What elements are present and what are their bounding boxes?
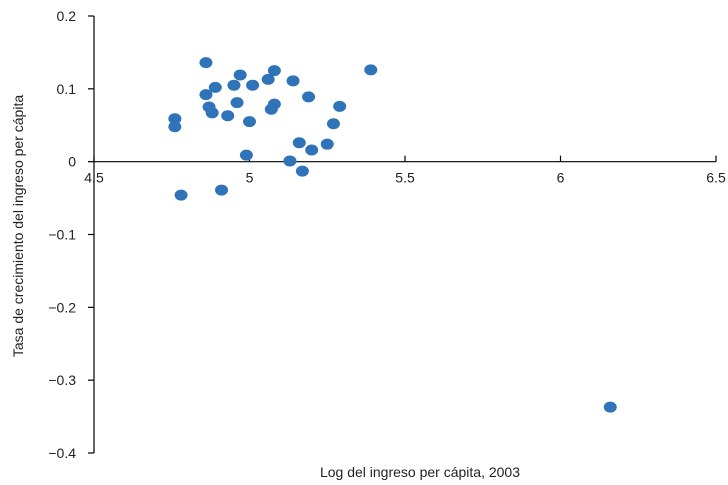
y-tick-label: 0.2 [57,8,77,24]
data-point [283,155,297,167]
data-point [603,401,617,413]
data-point [227,79,241,91]
data-point [267,98,281,110]
data-point [208,81,222,93]
y-tick-label: −0.3 [48,372,76,388]
x-tick-label: 5 [246,170,254,186]
data-point [221,110,235,122]
data-point [174,189,188,201]
data-point [230,97,244,109]
x-axis-label: Log del ingreso per cápita, 2003 [320,464,520,480]
y-tick-label: −0.4 [48,445,76,461]
data-point [292,137,306,149]
data-point [243,116,256,128]
x-axis-ticks: 4.5 5 5.5 6 6.5 [84,155,726,186]
data-point [305,144,319,156]
x-tick-label: 6.5 [706,170,726,186]
data-point [261,73,275,85]
data-point [168,113,182,125]
data-point [286,75,300,87]
data-point [199,57,213,69]
y-tick-label: −0.1 [48,227,76,243]
data-point [168,121,182,133]
y-axis-ticks: 0.2 0.1 0 −0.1 −0.2 −0.3 −0.4 [48,8,94,461]
data-points [168,57,617,413]
data-point [326,118,340,130]
y-tick-label: 0 [68,154,76,170]
data-point [215,184,229,196]
data-point [239,149,253,161]
data-point [199,89,213,101]
data-point [302,91,316,103]
data-point [333,100,347,112]
data-point [233,69,247,81]
y-tick-label: −0.2 [48,299,76,315]
x-tick-label: 5.5 [395,170,415,186]
data-point [267,65,281,77]
data-point [205,107,219,119]
y-axis-label: Tasa de crecimiento del ingreso per cápi… [10,95,26,357]
x-tick-label: 6 [557,170,565,186]
data-point [320,138,334,150]
data-point [246,79,260,91]
y-tick-label: 0.1 [57,81,77,97]
data-point [364,64,378,76]
data-point [295,165,309,177]
